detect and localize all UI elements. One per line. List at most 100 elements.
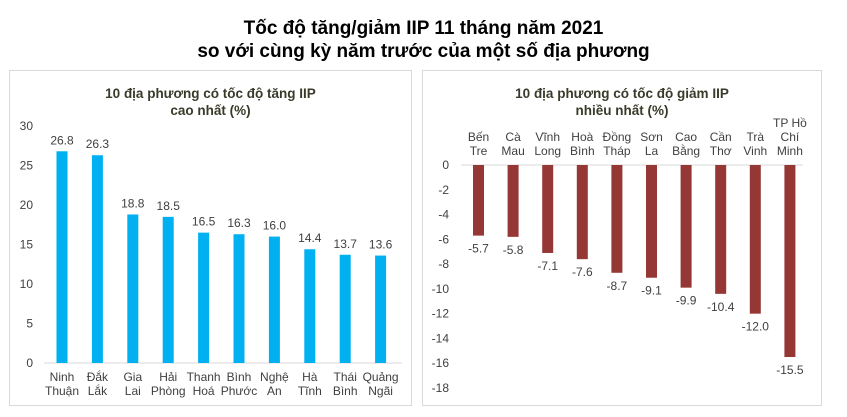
category-label: Tre [470, 144, 488, 158]
y-tick-label: -4 [438, 208, 449, 222]
category-label: Cà [505, 130, 521, 144]
category-label: Bến [468, 130, 489, 144]
bar [680, 165, 692, 288]
y-tick-label: 5 [26, 317, 33, 331]
bar [715, 165, 727, 294]
y-tick-label: -10 [432, 282, 450, 296]
increase-chart-title: 10 địa phương có tốc độ tăng IIP cao nhấ… [105, 86, 316, 118]
data-label: 14.4 [298, 231, 322, 245]
category-label: Bằng [672, 143, 700, 158]
y-tick-label: 25 [20, 159, 34, 173]
category-label: Vinh [743, 144, 767, 158]
bar [56, 151, 68, 363]
data-label: -7.1 [537, 259, 558, 273]
category-label: La [645, 144, 659, 158]
main-title-line1: Tốc độ tăng/giảm IIP 11 tháng năm 2021 [243, 18, 604, 39]
category-label: Trà [747, 130, 765, 144]
category-label: Chí [781, 130, 800, 144]
category-label: Thanh [187, 370, 221, 384]
category-label: Minh [777, 144, 803, 158]
data-label: -12.0 [742, 320, 770, 334]
category-label: Ninh [50, 370, 75, 384]
bar [233, 234, 245, 363]
category-label: Ngãi [368, 384, 393, 398]
bar [749, 165, 761, 314]
category-label: Bình [570, 144, 595, 158]
bar [304, 249, 316, 363]
y-tick-label: 20 [20, 198, 34, 212]
bar [339, 254, 351, 363]
category-label: Cần [710, 130, 732, 144]
y-tick-label: -12 [432, 307, 450, 321]
category-label: TP Hồ [773, 116, 807, 130]
bar [784, 165, 796, 358]
category-label: Đắk [87, 369, 109, 384]
category-label: Hà [302, 370, 318, 384]
bar [162, 216, 174, 363]
y-tick-label: 15 [20, 238, 34, 252]
category-label: Thơ [710, 144, 732, 158]
data-label: 13.7 [334, 237, 358, 251]
category-label: An [267, 384, 282, 398]
y-tick-label: -14 [432, 331, 450, 345]
category-label: Tháp [603, 144, 631, 158]
category-label: Phước [221, 384, 258, 398]
bar [268, 236, 280, 363]
data-label: -7.6 [572, 265, 593, 279]
category-label: Hoà [571, 130, 593, 144]
category-label: Long [534, 144, 561, 158]
main-title: Tốc độ tăng/giảm IIP 11 tháng năm 2021 s… [0, 17, 847, 63]
bar [611, 165, 623, 273]
y-tick-label: 0 [442, 158, 449, 172]
category-label: Quảng [363, 370, 399, 384]
category-label: Gia [123, 370, 142, 384]
data-label: -8.7 [607, 279, 628, 293]
category-label: Đồng [603, 130, 632, 144]
main-title-line2: so với cùng kỳ năm trước của một số địa … [197, 41, 650, 62]
increase-chart-panel: 10 địa phương có tốc độ tăng IIP cao nhấ… [9, 70, 412, 406]
bar [473, 165, 484, 236]
y-tick-label: -2 [438, 183, 449, 197]
data-label: 18.8 [121, 196, 145, 210]
category-label: Cao [675, 130, 697, 144]
category-label: Thái [334, 370, 357, 384]
data-label: 16.0 [263, 219, 287, 233]
bar [375, 255, 387, 363]
category-label: Nghệ [260, 370, 289, 384]
category-label: Phòng [151, 384, 186, 398]
bar [576, 165, 588, 260]
y-tick-label: 10 [20, 277, 34, 291]
y-tick-label: -18 [432, 381, 450, 395]
data-label: 26.8 [50, 133, 74, 147]
data-label: 18.5 [157, 199, 181, 213]
y-tick-label: 30 [20, 119, 34, 133]
category-label: Lai [125, 384, 141, 398]
bar [646, 165, 657, 278]
category-label: Bình [333, 384, 358, 398]
data-label: 16.5 [192, 215, 216, 229]
bar [198, 232, 210, 363]
data-label: 26.3 [86, 137, 110, 151]
bar [542, 165, 554, 253]
data-label: 13.6 [369, 238, 393, 252]
data-label: 16.3 [227, 216, 251, 230]
decrease-chart-panel: 10 địa phương có tốc độ giảm IIP nhiều n… [422, 70, 822, 406]
data-label: -9.9 [676, 294, 697, 308]
y-tick-label: -6 [438, 232, 449, 246]
category-label: Thuận [45, 384, 79, 398]
data-label: -9.1 [641, 284, 662, 298]
category-label: Sơn [640, 130, 663, 144]
decrease-chart-title: 10 địa phương có tốc độ giảm IIP nhiều n… [515, 86, 729, 118]
category-label: Vĩnh [535, 130, 560, 144]
bar [91, 155, 103, 363]
bar [507, 165, 519, 237]
data-label: -15.5 [776, 363, 804, 377]
category-label: Tĩnh [298, 384, 322, 398]
y-tick-label: 0 [26, 356, 33, 370]
data-label: -10.4 [707, 300, 735, 314]
data-label: -5.7 [468, 242, 489, 256]
category-label: Lắk [88, 383, 108, 398]
y-tick-label: -16 [432, 356, 450, 370]
bar [127, 214, 139, 363]
